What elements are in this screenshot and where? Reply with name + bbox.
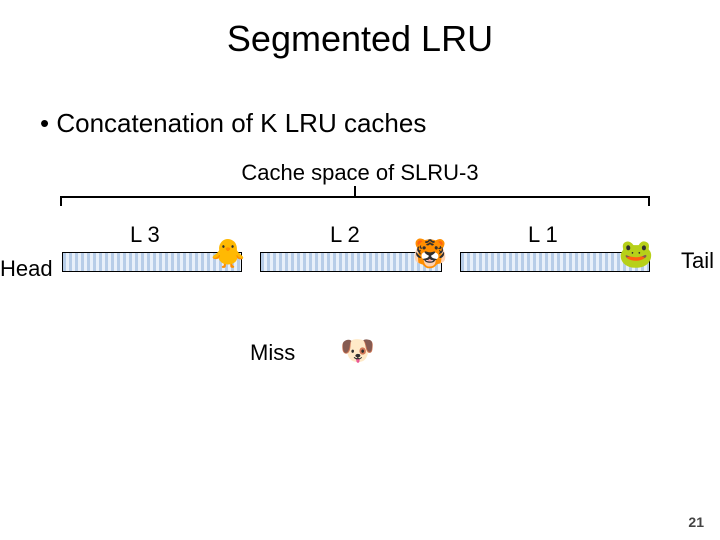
slide-number: 21 — [688, 514, 704, 530]
segment-emoji-l1: 🐸 — [619, 240, 654, 268]
segment-label-l2: L 2 — [330, 222, 360, 248]
bullet-text: Concatenation of K LRU caches — [40, 108, 426, 139]
tail-label: Tail — [681, 248, 714, 274]
segment-emoji-l3: 🐥 — [211, 240, 246, 268]
cache-space-heading: Cache space of SLRU-3 — [0, 160, 720, 186]
segment-label-l3: L 3 — [130, 222, 160, 248]
head-label: Head — [0, 256, 53, 282]
miss-emoji: 🐶 — [340, 334, 375, 367]
miss-label: Miss — [250, 340, 295, 366]
segment-emoji-l2: 🐯 — [413, 240, 448, 268]
segment-label-l1: L 1 — [528, 222, 558, 248]
slide-title: Segmented LRU — [0, 18, 720, 60]
span-bracket — [60, 196, 650, 216]
